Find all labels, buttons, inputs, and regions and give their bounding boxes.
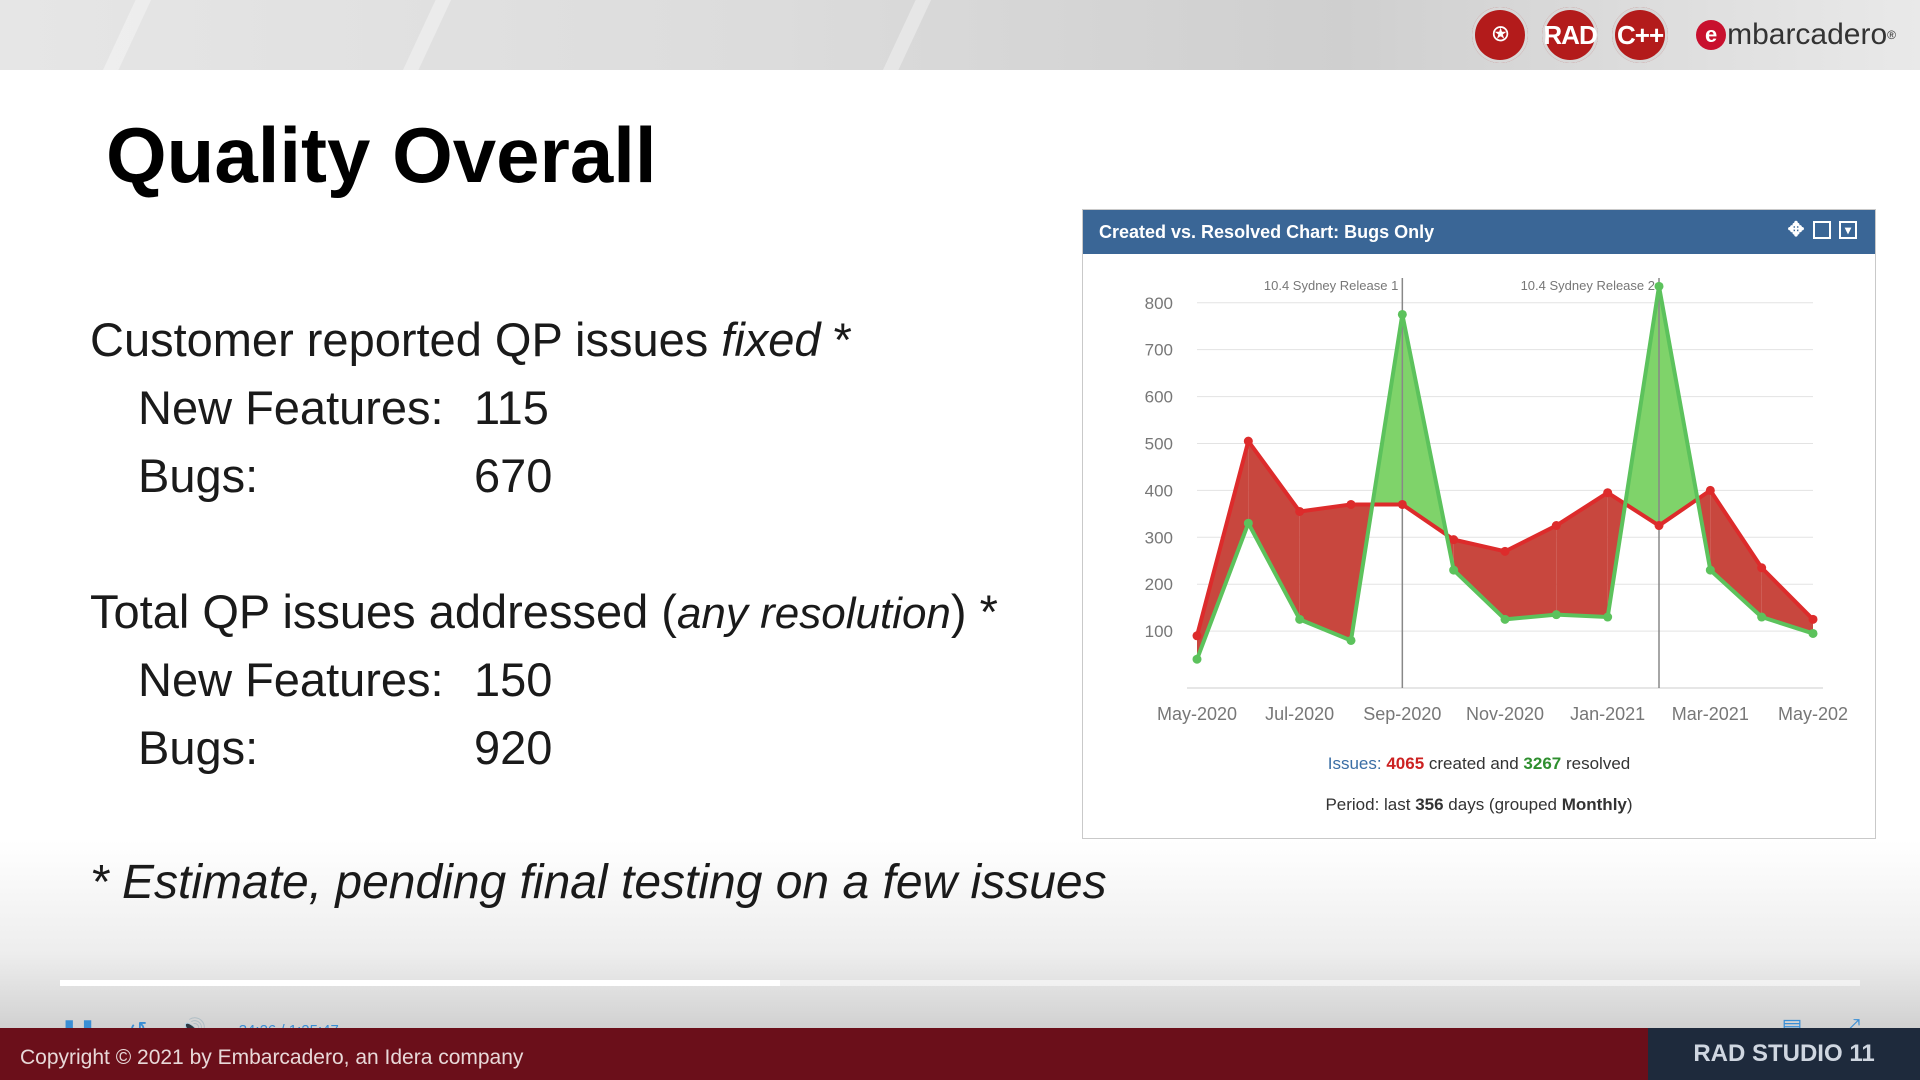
data-point-resolved [1654,281,1664,291]
data-point-resolved [1551,610,1561,620]
panel-controls: ✥ ▾ [1787,219,1857,241]
data-point-created [1808,614,1818,624]
brand-initial: e [1696,20,1727,50]
move-icon[interactable]: ✥ [1787,219,1805,241]
data-point-resolved [1346,635,1356,645]
area-fill [1402,314,1447,535]
x-tick-label: May-2020 [1157,704,1237,724]
section1-value: 670 [474,449,553,502]
data-point-resolved [1449,565,1459,575]
banner-decoration [877,0,937,70]
y-tick-label: 400 [1145,481,1173,500]
area-fill [1453,539,1505,620]
area-fill [1299,504,1351,641]
x-tick-label: Jan-2021 [1570,704,1645,724]
area-fill [1556,492,1608,618]
section1-label: New Features: [138,381,444,434]
brand-name: mbarcadero [1727,18,1888,51]
section1-label: Bugs: [138,449,259,502]
chart-panel: Created vs. Resolved Chart: Bugs Only ✥ … [1082,209,1876,839]
area-fill [1761,567,1813,634]
y-tick-label: 600 [1145,388,1173,407]
chart-title: Created vs. Resolved Chart: Bugs Only [1099,221,1435,242]
data-point-created [1551,521,1561,531]
data-point-resolved [1295,614,1305,624]
x-tick-label: May-202 [1778,704,1848,724]
y-tick-label: 500 [1145,434,1173,453]
data-point-created [1757,563,1767,573]
section1-value: 115 [474,381,549,434]
progress-fill [60,980,780,986]
section2-heading: Total QP issues addressed (any resolutio… [90,585,998,638]
embarcadero-logo: e mbarcadero ® [1696,18,1896,52]
x-tick-label: Sep-2020 [1363,704,1441,724]
data-point-created [1500,546,1510,556]
maximize-icon[interactable] [1813,221,1831,239]
data-point-resolved [1757,612,1767,622]
area-fill [1505,525,1557,620]
y-tick-label: 700 [1145,341,1173,360]
data-point-created [1705,485,1715,495]
x-tick-label: Mar-2021 [1672,704,1749,724]
section1-heading: Customer reported QP issues fixed * [90,313,852,366]
top-banner: ⍟ RAD C++ e mbarcadero ® [0,0,1920,70]
data-point-created [1192,631,1202,641]
cpp-logo-icon: C++ [1612,7,1669,63]
data-point-resolved [1243,518,1253,528]
dropdown-icon[interactable]: ▾ [1839,221,1857,239]
data-point-created [1346,499,1356,509]
footer-bar [0,1028,1920,1080]
data-point-created [1449,535,1459,545]
y-tick-label: 800 [1145,294,1173,313]
section2-label: Bugs: [138,721,259,774]
data-point-created [1295,506,1305,516]
y-tick-label: 200 [1145,575,1173,594]
logo-group: ⍟ RAD C++ e mbarcadero ® [1472,6,1896,64]
footnote: * Estimate, pending final testing on a f… [90,856,1107,909]
studio-badge: RAD STUDIO 11 [1648,1028,1920,1080]
chart-period: Period: last 356 days (grouped Monthly) [1325,795,1633,814]
data-point-created [1654,521,1664,531]
area-fill [1710,490,1762,618]
data-point-resolved [1397,309,1407,319]
y-tick-label: 300 [1145,528,1173,547]
x-tick-label: Jul-2020 [1265,704,1334,724]
data-point-resolved [1808,628,1818,638]
created-resolved-chart: 100 200 300 400 500 600 700 800 May-2020 Jul-2020… [1145,278,1848,724]
data-point-resolved [1500,614,1510,624]
chart-panel-header: Created vs. Resolved Chart: Bugs Only ✥ … [1083,210,1875,254]
rad-logo-icon: RAD [1542,7,1599,63]
data-point-created [1603,488,1613,498]
data-point-resolved [1705,565,1715,575]
data-point-created [1243,436,1253,446]
area-fill [1351,504,1373,641]
area-fill [1248,441,1300,620]
banner-decoration [397,0,457,70]
release-marker-label: 10.4 Sydney Release 2 [1521,278,1655,293]
section2-label: New Features: [138,653,444,706]
y-tick-label: 100 [1145,622,1173,641]
progress-bar[interactable] [60,980,1860,986]
helmet-logo-icon: ⍟ [1472,7,1529,63]
slide-title: Quality Overall [106,111,657,199]
data-point-created [1397,499,1407,509]
section2-value: 150 [474,653,553,706]
x-tick-label: Nov-2020 [1466,704,1544,724]
release-marker-label: 10.4 Sydney Release 1 [1264,278,1398,293]
chart-legend: Issues: 4065 created and 3267 resolved [1327,754,1631,773]
data-point-resolved [1603,612,1613,622]
section2-value: 920 [474,721,553,774]
banner-decoration [97,0,157,70]
copyright-text: Copyright © 2021 by Embarcadero, an Ider… [20,1046,524,1069]
data-point-resolved [1192,654,1202,664]
